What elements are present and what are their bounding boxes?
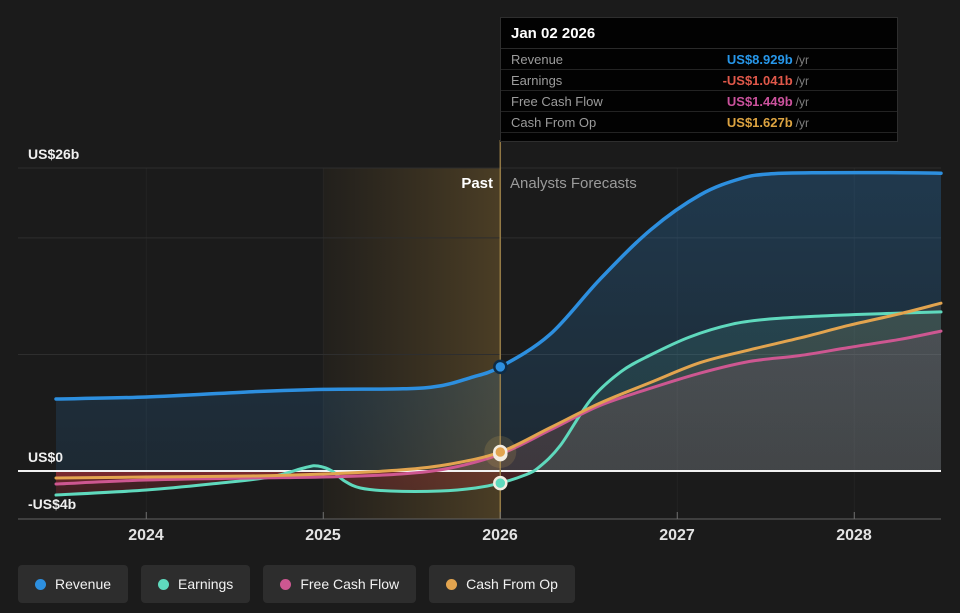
- cash-from-op-marker[interactable]: [493, 444, 508, 460]
- x-axis-label-2027: 2027: [659, 527, 695, 544]
- tooltip-unit: /yr: [795, 73, 809, 88]
- legend-item-earnings[interactable]: Earnings: [141, 565, 251, 603]
- earnings-marker[interactable]: [493, 475, 508, 491]
- free-cash-flow-dot-icon: [280, 578, 292, 590]
- cash-from-op-dot-icon: [446, 578, 458, 590]
- past-label: Past: [461, 175, 493, 192]
- tooltip-value: -US$1.041b: [722, 72, 793, 88]
- cash-from-op-line[interactable]: [54, 301, 943, 480]
- tooltip-row-revenue: Revenue US$8.929b/yr: [501, 49, 897, 70]
- legend-label: Cash From Op: [466, 576, 558, 592]
- revenue-marker[interactable]: [493, 359, 508, 375]
- tooltip-row-earnings: Earnings -US$1.041b/yr: [501, 70, 897, 91]
- legend: Revenue Earnings Free Cash Flow Cash Fro…: [18, 565, 575, 603]
- revenue-dot-icon: [35, 578, 46, 590]
- legend-item-free-cash-flow[interactable]: Free Cash Flow: [263, 565, 417, 603]
- forecast-label: Analysts Forecasts: [510, 175, 637, 192]
- tooltip-unit: /yr: [795, 115, 809, 130]
- tooltip-label: Earnings: [511, 72, 563, 88]
- tooltip-value: US$1.449b: [726, 93, 793, 109]
- legend-label: Earnings: [178, 576, 234, 592]
- revenue-line[interactable]: [54, 170, 943, 401]
- tooltip-unit: /yr: [795, 52, 809, 67]
- x-axis-label-2024: 2024: [128, 527, 164, 544]
- tooltip-unit: /yr: [795, 94, 809, 109]
- legend-item-revenue[interactable]: Revenue: [18, 565, 129, 603]
- tooltip-date: Jan 02 2026: [501, 18, 897, 49]
- x-axis-label-2026: 2026: [482, 527, 518, 544]
- tooltip-value: US$1.627b: [726, 114, 793, 130]
- hover-tooltip: Jan 02 2026 Revenue US$8.929b/yr Earning…: [500, 17, 898, 142]
- legend-item-cash-from-op[interactable]: Cash From Op: [429, 565, 575, 603]
- earnings-dot-icon: [158, 578, 170, 590]
- tooltip-label: Free Cash Flow: [511, 93, 603, 109]
- x-axis-label-2025: 2025: [305, 527, 341, 544]
- tooltip-label: Cash From Op: [511, 114, 597, 130]
- legend-label: Free Cash Flow: [300, 576, 400, 592]
- free-cash-flow-line[interactable]: [54, 329, 943, 486]
- tooltip-label: Revenue: [511, 51, 564, 67]
- y-axis-label-zero: US$0: [28, 449, 64, 465]
- y-axis-label-min: -US$4b: [28, 496, 77, 512]
- cash-from-op-area: [56, 303, 941, 478]
- tooltip-row-cash-from-op: Cash From Op US$1.627b/yr: [501, 112, 897, 133]
- y-axis-label-max: US$26b: [28, 146, 80, 162]
- tooltip-value: US$8.929b: [726, 51, 793, 67]
- x-axis-label-2028: 2028: [836, 527, 872, 544]
- tooltip-row-free-cash-flow: Free Cash Flow US$1.449b/yr: [501, 91, 897, 112]
- legend-label: Revenue: [55, 576, 112, 592]
